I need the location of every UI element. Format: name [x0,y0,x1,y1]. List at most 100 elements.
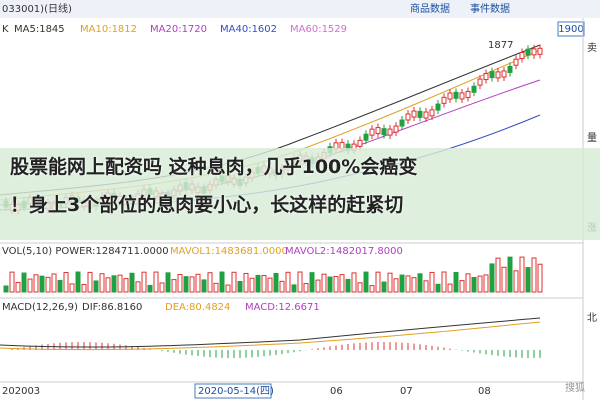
volume-bar [99,273,105,293]
headline: 股票能网上配资吗 这种息肉，几乎100%会癌变 [10,156,418,178]
candle-body [441,96,447,104]
legend-item: K [2,24,9,35]
legend-item: MA10:1812 [80,24,137,35]
headline: ！身上3个部位的息肉要小心，长这样的赶紧切 [10,194,404,216]
legend-item: MA20:1720 [150,24,207,35]
volume-bar [267,277,273,293]
volume-bar [219,271,225,293]
volume-bar [333,275,339,293]
price-scale-top: 1900 [558,24,583,35]
volume-bar [417,273,423,293]
legend-item: MA40:1602 [220,24,277,35]
volume-bar [465,273,471,293]
candle-body [429,109,435,117]
sidebar-item: 北 [587,312,597,324]
candle-body [399,119,405,127]
volume-bar [111,275,117,293]
date-label: 06 [330,386,343,397]
volume-bar [87,271,93,293]
peak-label: 1877 [488,40,513,51]
candle-body [417,110,423,118]
price-box [557,21,585,37]
volume-bar [225,284,231,293]
candle-body [375,127,381,135]
volume-bar [201,279,207,293]
volume-bar [351,272,357,293]
volume-bar [393,278,399,293]
legend: K MA5:1845 MA10:1812 MA20:1720 MA40:1602 MA60… [2,24,347,35]
sidebar-item: 量 [587,132,597,144]
candle-body [411,110,417,118]
date-axis: 202003 2020-05-14(四) 06 07 08 [2,383,491,399]
sidebar-item: 卖 [587,42,597,54]
tab[interactable]: 事件数据 [470,2,510,15]
stock-code: 033001)(日线) [2,2,72,15]
volume-bar [303,283,309,293]
tab[interactable]: 商品数据 [410,2,450,15]
volume-bar [141,271,147,293]
candle-body [507,65,513,73]
macd-header: MACD(12,26,9) DIF:86.8160 DEA:80.4824 MACD:… [2,302,320,313]
legend-item: MA60:1529 [290,24,347,35]
volume-bar [195,273,201,293]
dif-line [0,317,541,348]
candle-body [459,92,465,100]
volume-bar [411,277,417,293]
volume-bar [339,274,345,293]
volume-bar [375,271,381,293]
volume-bar [525,267,531,293]
volume-bar [291,284,297,293]
candle-body [525,48,531,56]
candle-body [363,133,369,141]
volume-bar [279,280,285,293]
volume-bar [21,272,27,293]
volume-bar [501,266,507,293]
candle-body [465,90,471,98]
dea-line [0,321,541,351]
candle-body [393,125,399,133]
volume-bar [381,281,387,293]
watermark: 搜狐 [565,381,585,394]
volume-bar [123,278,129,293]
volume-bar [63,272,69,293]
volume-bar [81,283,87,293]
volume-bar [231,271,237,293]
volume-bar [51,273,57,293]
candle-body [501,70,507,78]
candle-body [519,52,525,60]
macd-label: MACD(12,26,9) [2,302,78,313]
volume-bar [129,272,135,293]
volume-bar [321,273,327,293]
volume-bar [27,278,33,293]
volume-bar [423,280,429,293]
volume-label: VOL(5,10) POWER:1284711.0000 [2,246,169,257]
candle-body [513,58,519,66]
volume-bar [399,274,405,293]
volume-bar [387,272,393,293]
candle-body [531,48,537,56]
volume-bar [327,276,333,293]
candle-body [381,128,387,136]
volume-bar [237,281,243,293]
date-label: 08 [478,386,491,397]
candle-body [489,71,495,79]
volume-bar [33,274,39,293]
candle-body [537,47,543,55]
candle-body [483,73,489,81]
volume-bars [3,256,543,358]
candle-body [369,128,375,136]
volume-bar [495,257,501,293]
volume-bar [153,271,159,293]
volume-bar [75,271,81,293]
date-label: 2020-05-14(四) [198,386,274,397]
date-label: 07 [400,386,413,397]
candle-body [387,128,393,136]
candle-body [435,103,441,111]
toolbar [0,0,600,18]
volume-bar [207,272,213,293]
volume-label: MAVOL2:1482017.8000 [285,246,403,257]
volume-bar [483,274,489,293]
volume-bar [447,283,453,293]
volume-bar [537,263,543,293]
volume-bar [429,271,435,293]
